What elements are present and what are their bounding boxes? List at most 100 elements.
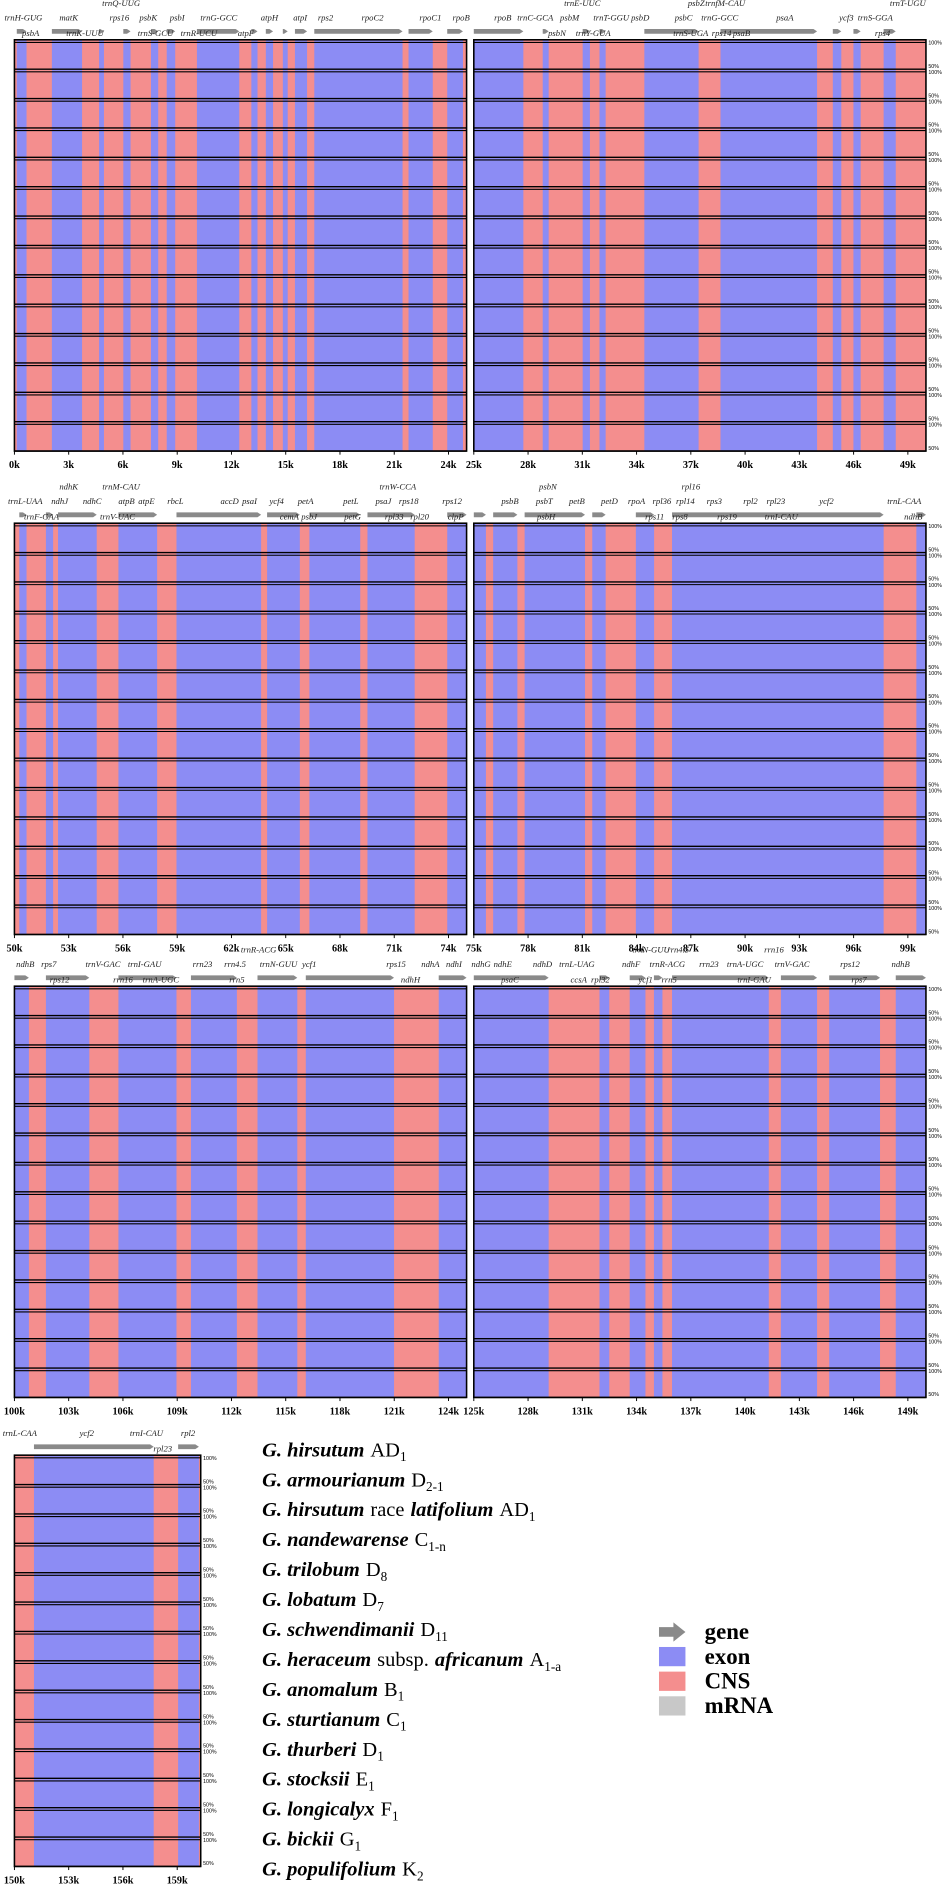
identity-label: 100% [928,1075,942,1081]
x-tick-label: 28k [520,460,536,471]
genome-subscript: 2 [417,1868,424,1883]
gene-arrow [524,512,586,518]
gene-arrow [309,512,361,518]
identity-label: 50% [928,1392,939,1398]
gene-label: rrn5 [229,975,245,985]
gene-arrow [14,975,29,981]
identity-label: 50% [203,1802,214,1808]
gene-arrow [45,512,54,518]
x-tick-label: 15k [278,460,294,471]
panel-frame [473,522,927,936]
identity-label: 100% [928,1016,942,1022]
gene-label: atpE [138,496,155,506]
gene-label: psaJ [374,496,392,506]
gene-label: ycf1 [637,975,652,985]
gene-arrow [99,28,104,34]
gene-label: cemA [280,512,300,522]
x-tick-label: 143k [789,1406,810,1417]
gene-arrow [367,512,415,518]
gene-label: trnT-GGU [593,13,630,23]
x-tick-label: 40k [737,460,753,471]
x-tick-label: 134k [626,1406,647,1417]
panel: 100%50%100%50%100%50%100%50%100%50%100%5… [466,482,942,955]
gene-label: ndhG [471,959,491,969]
gene-arrow [265,28,274,34]
gene-label: trnH-GUG [5,13,44,23]
gene-label: rpl2 [743,496,758,506]
x-tick-label: 150k [4,1875,25,1886]
gene-arrow [190,975,237,981]
gene-label: psbT [535,496,554,506]
genome-label: C [386,1709,400,1731]
x-tick-label: 131k [572,1406,593,1417]
x-tick-label: 59k [169,943,185,954]
identity-label: 100% [928,422,942,428]
gene-label: petL [342,496,359,506]
panel-frame [13,985,468,1399]
x-tick-label: 46k [846,460,862,471]
identity-label: 100% [928,1222,942,1228]
identity-label: 100% [928,1134,942,1140]
x-tick-label: 137k [680,1406,701,1417]
gene-label: rpl32 [591,975,610,985]
gene-label: ycf2 [818,496,834,506]
legend-label: mRNA [705,1693,774,1718]
gene-label: psbN [538,482,558,492]
gene-label: trnL-UAG [559,959,595,969]
identity-label: 100% [928,1281,942,1287]
gene-label: rrn16 [113,975,133,985]
gene-label: psbA [21,28,40,38]
gene-arrow [473,512,486,518]
gene-label: atpI [293,13,308,23]
identity-label: 100% [203,1838,217,1844]
species-name: G. trilobum [262,1559,360,1581]
identity-label: 50% [928,123,939,129]
x-tick-label: 12k [224,460,240,471]
x-tick-label: 112k [221,1406,242,1417]
identity-label: 100% [928,187,942,193]
x-tick-label: 103k [58,1406,79,1417]
identity-label: 100% [203,1603,217,1609]
genome-label: K [402,1859,417,1881]
x-tick-label: 96k [846,943,862,954]
identity-label: 50% [928,446,939,452]
gene-arrow [916,512,926,518]
identity-label: 100% [928,1193,942,1199]
identity-label: 50% [203,1538,214,1544]
identity-label: 100% [203,1662,217,1668]
identity-label: 100% [203,1808,217,1814]
identity-label: 100% [928,700,942,706]
x-tick-label: 109k [167,1406,188,1417]
identity-label: 50% [928,416,939,422]
genome-subscript: 1-a [544,1659,561,1674]
gene-label: ndhK [59,482,79,492]
gene-label: trnT-UGU [890,0,927,8]
identity-label: 50% [928,1216,939,1222]
gene-label: trnQ-UUG [102,0,141,8]
gene-label: trnI-CAU [130,1428,164,1438]
panel: 50k 53k 56k 59k 62k 65k 68k 71k 74k trnL-UAA trnF-… [6,482,468,954]
gene-label: ndhB [904,512,923,522]
species-infra: latifolium [410,1499,493,1521]
gene-arrow [672,512,884,518]
gene-arrow [895,975,926,981]
x-tick-label: 3k [63,460,74,471]
gene-arrow [720,28,818,34]
identity-label: 50% [928,694,939,700]
identity-label: 100% [203,1720,217,1726]
x-tick-label: 149k [897,1406,918,1417]
genome-subscript: 1 [400,1449,407,1464]
identity-label: 50% [928,1363,939,1369]
identity-label: 50% [928,240,939,246]
gene-label: psbI [169,13,186,23]
gene-arrow [166,28,176,34]
identity-label: 50% [203,1597,214,1603]
gene-label: trnY-GUA [576,28,612,38]
gene-label: rpoB [453,13,471,23]
identity-label: 100% [203,1573,217,1579]
gene-label: ndhD [533,959,553,969]
x-tick-label: 62k [224,943,240,954]
identity-label: 100% [928,41,942,47]
